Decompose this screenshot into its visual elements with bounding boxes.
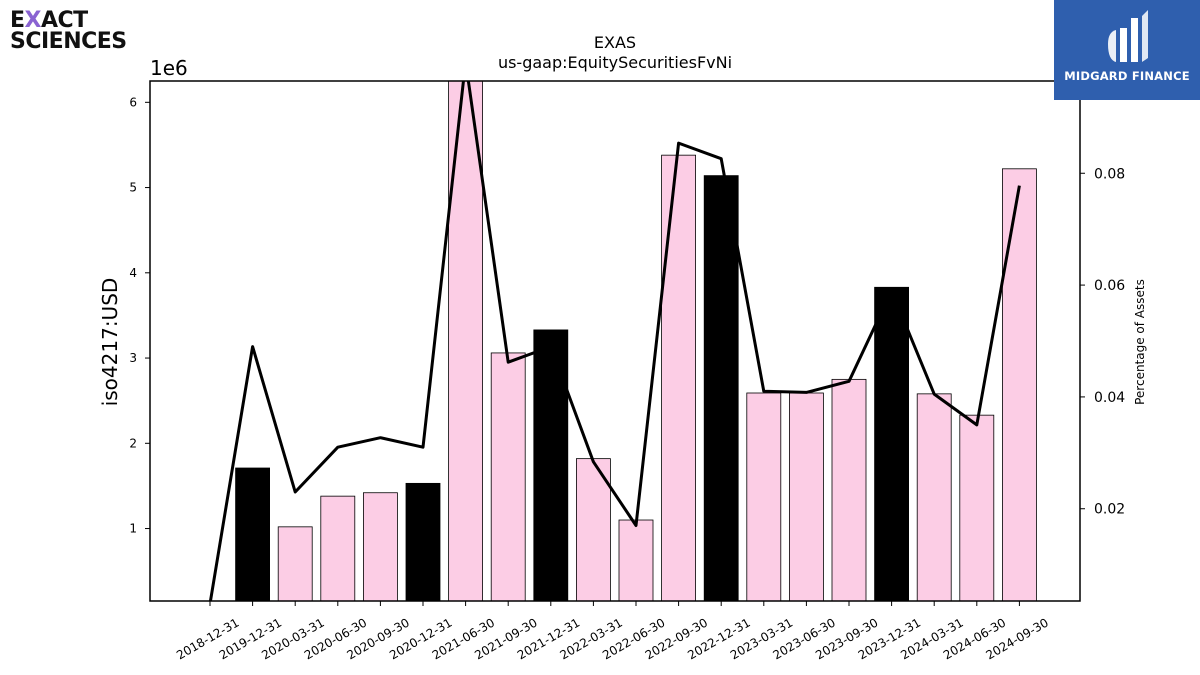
plot-frame	[149, 80, 1081, 602]
y-tick-label: 4	[129, 266, 137, 280]
y-tick-label: 5	[129, 181, 137, 195]
y-tick-label: 3	[129, 351, 137, 365]
bar	[277, 526, 313, 601]
y2-tick-label: 0.04	[1094, 390, 1125, 406]
y-axis-multiplier: 1e6	[150, 56, 188, 80]
bar	[320, 495, 356, 601]
bar	[661, 154, 696, 601]
bar	[490, 352, 526, 601]
bar	[1002, 168, 1037, 601]
bar	[746, 392, 782, 601]
bar	[703, 175, 739, 601]
bar	[235, 467, 271, 601]
bar	[618, 519, 654, 601]
y-tick-label: 2	[129, 436, 137, 450]
chart-title: EXAS	[594, 33, 636, 52]
midgard-mark-icon	[1108, 10, 1148, 62]
bar	[362, 492, 398, 601]
exact-sciences-logo: EXACT SCIENCES	[10, 8, 127, 54]
y-tick-label: 6	[129, 95, 137, 109]
y2-tick-label: 0.06	[1094, 278, 1125, 294]
bar	[959, 414, 995, 601]
bar	[916, 393, 952, 601]
bar	[533, 329, 569, 601]
bar	[789, 392, 824, 601]
midgard-finance-name: MIDGARD FINANCE	[1064, 69, 1190, 83]
midgard-finance-logo: MIDGARD FINANCE	[1054, 0, 1200, 100]
bar	[576, 458, 611, 601]
percentage-of-assets-line	[208, 81, 1021, 601]
bar	[831, 378, 867, 601]
chart-subtitle: us-gaap:EquitySecuritiesFvNi	[498, 53, 732, 72]
y-tick-label: 1	[129, 522, 137, 536]
y2-tick-label: 0.02	[1094, 502, 1125, 518]
y2-tick-label: 0.08	[1094, 166, 1125, 182]
bar	[405, 482, 441, 601]
y-axis-label: iso4217:USD	[98, 278, 122, 407]
y2-axis-label: Percentage of Assets	[1133, 279, 1147, 405]
bar	[874, 286, 909, 601]
